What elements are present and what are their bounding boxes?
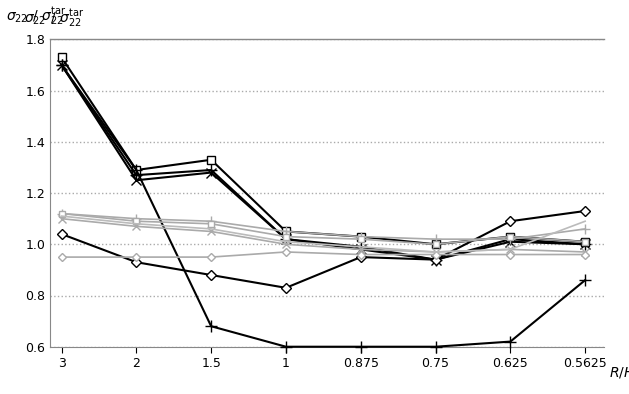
Text: $R/H$: $R/H$	[610, 365, 629, 380]
Text: $\sigma_{22}\ /\ \sigma_{22}^{\mathrm{tar}}$: $\sigma_{22}\ /\ \sigma_{22}^{\mathrm{ta…	[6, 6, 67, 27]
Text: $\sigma_{22}\ /\ \sigma_{22}^{\mathrm{tar}}$: $\sigma_{22}\ /\ \sigma_{22}^{\mathrm{ta…	[24, 7, 85, 29]
